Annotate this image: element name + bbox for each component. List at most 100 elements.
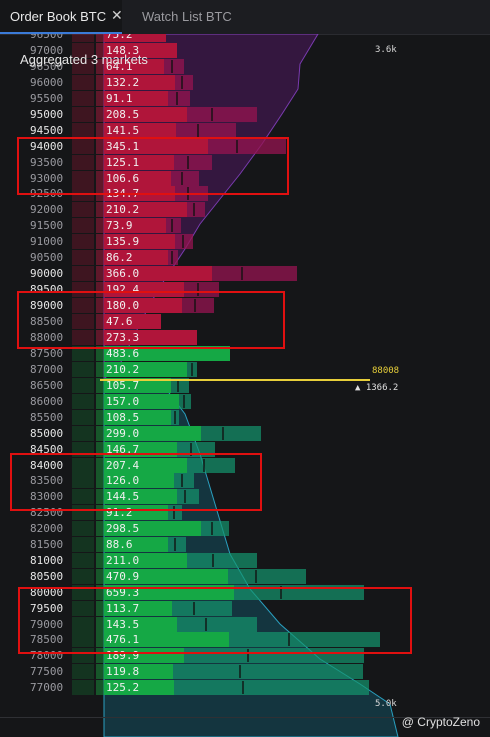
bid-price: 77000	[30, 681, 64, 695]
ask-market-bar	[186, 106, 257, 122]
bid-row[interactable]: 83000 144.5	[0, 489, 490, 505]
ask-row[interactable]: 97000 148.3	[0, 43, 490, 59]
ask-price: 94000	[30, 139, 64, 153]
ask-price: 93500	[30, 155, 64, 169]
bid-size: 105.7	[106, 379, 140, 393]
bid-market-divider	[279, 585, 282, 599]
bid-row[interactable]: 84500 146.7	[0, 441, 490, 457]
ask-exchange-lane	[96, 43, 104, 59]
bid-price: 84000	[30, 458, 64, 472]
ask-size: 47.6	[106, 314, 133, 328]
ask-size: 106.6	[106, 171, 140, 185]
ask-market-divider	[181, 235, 184, 249]
bid-market-bar	[228, 632, 380, 648]
ask-row[interactable]: 93500 125.1	[0, 154, 490, 170]
ask-row[interactable]: 96500 64.1	[0, 59, 490, 75]
bid-row[interactable]: 80500 470.9	[0, 568, 490, 584]
ask-row[interactable]: 90000 366.0	[0, 265, 490, 281]
ask-size-bar	[104, 234, 176, 250]
bid-exchange-lane	[72, 537, 94, 553]
highlight-box-85000	[10, 453, 262, 511]
bid-exchange-lane	[72, 632, 94, 648]
bid-row[interactable]: 79500 113.7	[0, 600, 490, 616]
bid-market-bar	[228, 568, 307, 584]
bid-row[interactable]: 82000 298.5	[0, 521, 490, 537]
bid-price: 87500	[30, 347, 64, 361]
ask-row[interactable]: 94500 141.5	[0, 122, 490, 138]
bid-exchange-lane	[72, 362, 94, 378]
bid-row[interactable]: 81000 211.0	[0, 552, 490, 568]
ask-market-bar	[165, 218, 181, 234]
ask-row[interactable]: 88500 47.6	[0, 313, 490, 329]
ask-size: 208.5	[106, 107, 140, 121]
bid-market-divider	[210, 522, 213, 536]
bid-exchange-lane	[72, 393, 94, 409]
ask-size: 141.5	[106, 123, 140, 137]
ask-row[interactable]: 89000 180.0	[0, 297, 490, 313]
bid-row[interactable]: 77500 119.8	[0, 664, 490, 680]
bid-price: 81500	[30, 538, 64, 552]
ask-row[interactable]: 93000 106.6	[0, 170, 490, 186]
ask-row[interactable]: 88000 273.3	[0, 329, 490, 345]
bid-exchange-lane	[96, 409, 104, 425]
bid-price: 79000	[30, 617, 64, 631]
ask-market-bar	[173, 154, 212, 170]
bid-row[interactable]: 87000 210.2	[0, 362, 490, 378]
ask-exchange-lane	[72, 154, 94, 170]
bid-market-divider	[176, 379, 179, 393]
ask-price: 96000	[30, 76, 64, 90]
bid-exchange-lane	[72, 425, 94, 441]
bid-row[interactable]: 86000 157.0	[0, 393, 490, 409]
bid-price: 84500	[30, 442, 64, 456]
bid-row[interactable]: 87500 483.6	[0, 346, 490, 362]
bid-row[interactable]: 86500 105.7	[0, 378, 490, 394]
bid-market-divider	[241, 681, 244, 695]
ask-row[interactable]: 91500 73.9	[0, 218, 490, 234]
bid-exchange-lane	[96, 378, 104, 394]
order-book-panel[interactable]: Aggregated 3 markets 3.6k 5.0k 96500 75.2…	[0, 34, 490, 737]
bid-row[interactable]: 84000 207.4	[0, 457, 490, 473]
ask-row[interactable]: 96000 132.2	[0, 75, 490, 91]
tab-order-book[interactable]: Order Book BTC	[0, 0, 122, 34]
ask-market-divider	[197, 123, 200, 137]
bid-size: 125.2	[106, 681, 140, 695]
bid-exchange-lane	[72, 346, 94, 362]
ask-size-bar	[104, 75, 175, 91]
bid-row[interactable]: 81500 88.6	[0, 537, 490, 553]
ask-exchange-lane	[96, 265, 104, 281]
ask-exchange-lane	[96, 313, 104, 329]
ask-size: 366.0	[106, 266, 140, 280]
ask-row[interactable]: 91000 135.9	[0, 234, 490, 250]
ask-row[interactable]: 90500 86.2	[0, 250, 490, 266]
ask-size-bar	[104, 297, 183, 313]
ask-price: 89000	[30, 298, 64, 312]
ask-row[interactable]: 95000 208.5	[0, 106, 490, 122]
close-icon[interactable]: ✕	[111, 8, 123, 24]
bid-exchange-lane	[96, 457, 104, 473]
ask-exchange-lane	[96, 234, 104, 250]
bid-market-divider	[190, 363, 193, 377]
highlight-box-80000	[18, 587, 412, 654]
ask-row[interactable]: 94000 345.1	[0, 138, 490, 154]
bid-row[interactable]: 83500 126.0	[0, 473, 490, 489]
ask-market-divider	[171, 60, 174, 74]
bid-exchange-lane	[96, 425, 104, 441]
bid-row[interactable]: 85000 299.0	[0, 425, 490, 441]
bid-row[interactable]: 79000 143.5	[0, 616, 490, 632]
ask-exchange-lane	[72, 250, 94, 266]
ask-row[interactable]: 95500 91.1	[0, 91, 490, 107]
bid-size-bar	[104, 441, 178, 457]
ask-size-bar	[104, 202, 188, 218]
ask-size-bar	[104, 34, 166, 43]
bid-row[interactable]: 85500 108.5	[0, 409, 490, 425]
ask-market-divider	[196, 282, 199, 296]
bid-row[interactable]: 78500 476.1	[0, 632, 490, 648]
ask-row[interactable]: 92000 210.2	[0, 202, 490, 218]
bid-price: 85000	[30, 426, 64, 440]
bid-row[interactable]: 77000 125.2	[0, 680, 490, 696]
tab-watch-list[interactable]: Watch List BTC	[142, 0, 232, 34]
ask-price: 96500	[30, 34, 64, 42]
ask-row[interactable]: 89500 192.4	[0, 281, 490, 297]
ask-row[interactable]: 96500 75.2	[0, 34, 490, 43]
